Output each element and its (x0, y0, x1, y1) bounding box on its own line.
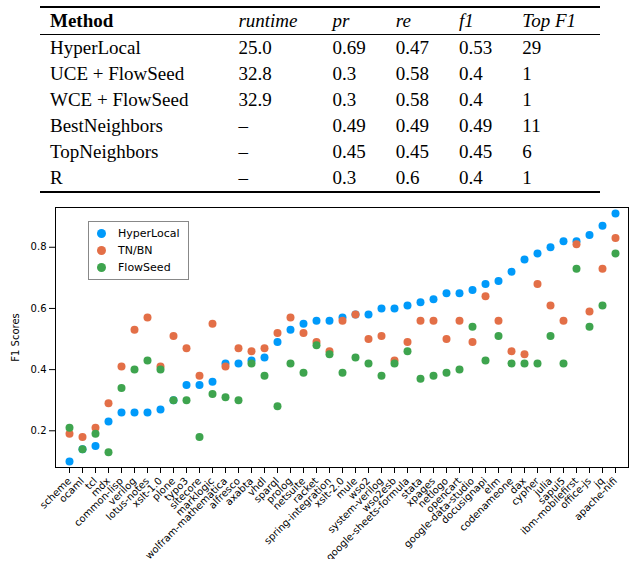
html-text:0.4: 0.4 (459, 167, 483, 188)
html-text:32.9: 32.9 (238, 89, 272, 110)
svg-text:xpages: xpages (403, 475, 438, 509)
svg-text:scheme: scheme (37, 475, 74, 511)
html-text:0.4: 0.4 (459, 89, 483, 110)
html-text:Top F1: Top F1 (522, 10, 576, 31)
html-text:R: R (50, 167, 63, 188)
svg-text:office-js: office-js (557, 475, 594, 511)
svg-text:stata: stata (398, 475, 425, 501)
html-text:0.69: 0.69 (332, 37, 366, 58)
html-text:32.8: 32.8 (238, 63, 272, 84)
svg-text:vhdl: vhdl (245, 475, 269, 499)
html-text:0.45: 0.45 (459, 141, 493, 162)
html-text:runtime: runtime (238, 10, 298, 31)
html-text:1: 1 (522, 89, 532, 110)
svg-text:sapui5: sapui5 (535, 475, 568, 507)
html-text:Method: Method (50, 10, 114, 31)
svg-text:mdx: mdx (88, 475, 113, 499)
svg-text:opencart: opencart (423, 475, 464, 515)
svg-text:xslt-2.0: xslt-2.0 (312, 475, 347, 510)
svg-text:system-verilog: system-verilog (325, 475, 386, 536)
html-text:pr: pr (332, 10, 350, 31)
svg-text:tcl: tcl (82, 475, 100, 492)
html-text:29: 29 (522, 37, 542, 58)
svg-text:0.2: 0.2 (31, 425, 47, 436)
html-text:0.45: 0.45 (395, 141, 429, 162)
svg-text:wso2esb: wso2esb (359, 475, 399, 514)
svg-text:google-data-studio: google-data-studio (402, 475, 476, 549)
svg-text:wso2: wso2 (346, 475, 373, 502)
svg-text:0.4: 0.4 (31, 364, 47, 375)
html-text:TN/BN: TN/BN (118, 244, 153, 257)
svg-text:sitecore: sitecore (167, 475, 204, 512)
html-text:0.3: 0.3 (332, 63, 357, 84)
html-text:0.47: 0.47 (395, 37, 429, 58)
svg-text:prolog: prolog (264, 475, 295, 506)
html-text:1: 1 (522, 167, 532, 188)
html-text:0.6: 0.6 (395, 167, 420, 188)
html-text:0.4: 0.4 (459, 63, 483, 84)
svg-text:verilog: verilog (106, 475, 139, 508)
svg-text:ibm-mobilefirst: ibm-mobilefirst (519, 475, 581, 537)
html-text:HyperLocal: HyperLocal (118, 227, 180, 240)
svg-text:alfresco: alfresco (206, 475, 243, 511)
svg-text:ocaml: ocaml (57, 475, 86, 504)
html-text:0.3: 0.3 (332, 167, 357, 188)
svg-text:axabta: axabta (222, 475, 256, 508)
svg-text:netlogo: netlogo (415, 475, 451, 510)
svg-text:mule: mule (333, 475, 360, 501)
html-text:UCE + FlowSeed: UCE + FlowSeed (50, 63, 185, 84)
html-text:WCE + FlowSeed: WCE + FlowSeed (50, 89, 189, 110)
html-text:0.49: 0.49 (332, 115, 366, 136)
html-text:FlowSeed: FlowSeed (118, 261, 171, 274)
html-text:0.45: 0.45 (332, 141, 366, 162)
svg-text:julia: julia (531, 475, 555, 498)
svg-text:sparql: sparql (251, 475, 282, 505)
svg-text:0.6: 0.6 (31, 303, 47, 314)
svg-text:jq: jq (591, 475, 607, 490)
svg-text:codenameone: codenameone (457, 475, 515, 533)
html-text:25.0: 25.0 (238, 37, 272, 58)
svg-text:docusignapi: docusignapi (438, 475, 490, 526)
svg-text:wolfram-mathematica: wolfram-mathematica (143, 475, 229, 559)
svg-text:common-lisp: common-lisp (71, 475, 126, 529)
html-text:re: re (395, 10, 411, 31)
svg-text:typo3: typo3 (162, 475, 191, 504)
html-text:0.49: 0.49 (459, 115, 493, 136)
html-text:1: 1 (522, 63, 532, 84)
html-text:0.58: 0.58 (395, 63, 429, 84)
svg-text:plone: plone (149, 475, 178, 503)
svg-text:spring-integration: spring-integration (262, 475, 333, 546)
html-text:HyperLocal: HyperLocal (50, 37, 141, 58)
svg-text:marklogic: marklogic (173, 475, 217, 518)
svg-text:google-sheets-formula: google-sheets-formula (324, 475, 411, 559)
html-text:0.58: 0.58 (395, 89, 429, 110)
svg-text:0.8: 0.8 (31, 241, 47, 252)
html-text:0.3: 0.3 (332, 89, 357, 110)
svg-text:elm: elm (481, 475, 503, 497)
svg-text:netsuite: netsuite (270, 475, 308, 512)
html-text:TopNeighbors: TopNeighbors (50, 141, 159, 162)
svg-text:cypher: cypher (509, 475, 542, 508)
svg-text:racket: racket (290, 475, 321, 506)
svg-text:F1 Scores: F1 Scores (10, 313, 21, 362)
html-text:11: 11 (522, 115, 541, 136)
html-text:0.49: 0.49 (395, 115, 429, 136)
svg-text:lotus-notes: lotus-notes (104, 475, 152, 523)
svg-text:dax: dax (507, 475, 529, 496)
html-text:f1: f1 (459, 10, 474, 31)
html-text:6: 6 (522, 141, 532, 162)
svg-text:apache-nifi: apache-nifi (572, 475, 619, 522)
svg-text:xslt-1.0: xslt-1.0 (130, 475, 165, 510)
html-text:BestNeighbors: BestNeighbors (50, 115, 163, 136)
html-text:0.53: 0.53 (459, 37, 493, 58)
